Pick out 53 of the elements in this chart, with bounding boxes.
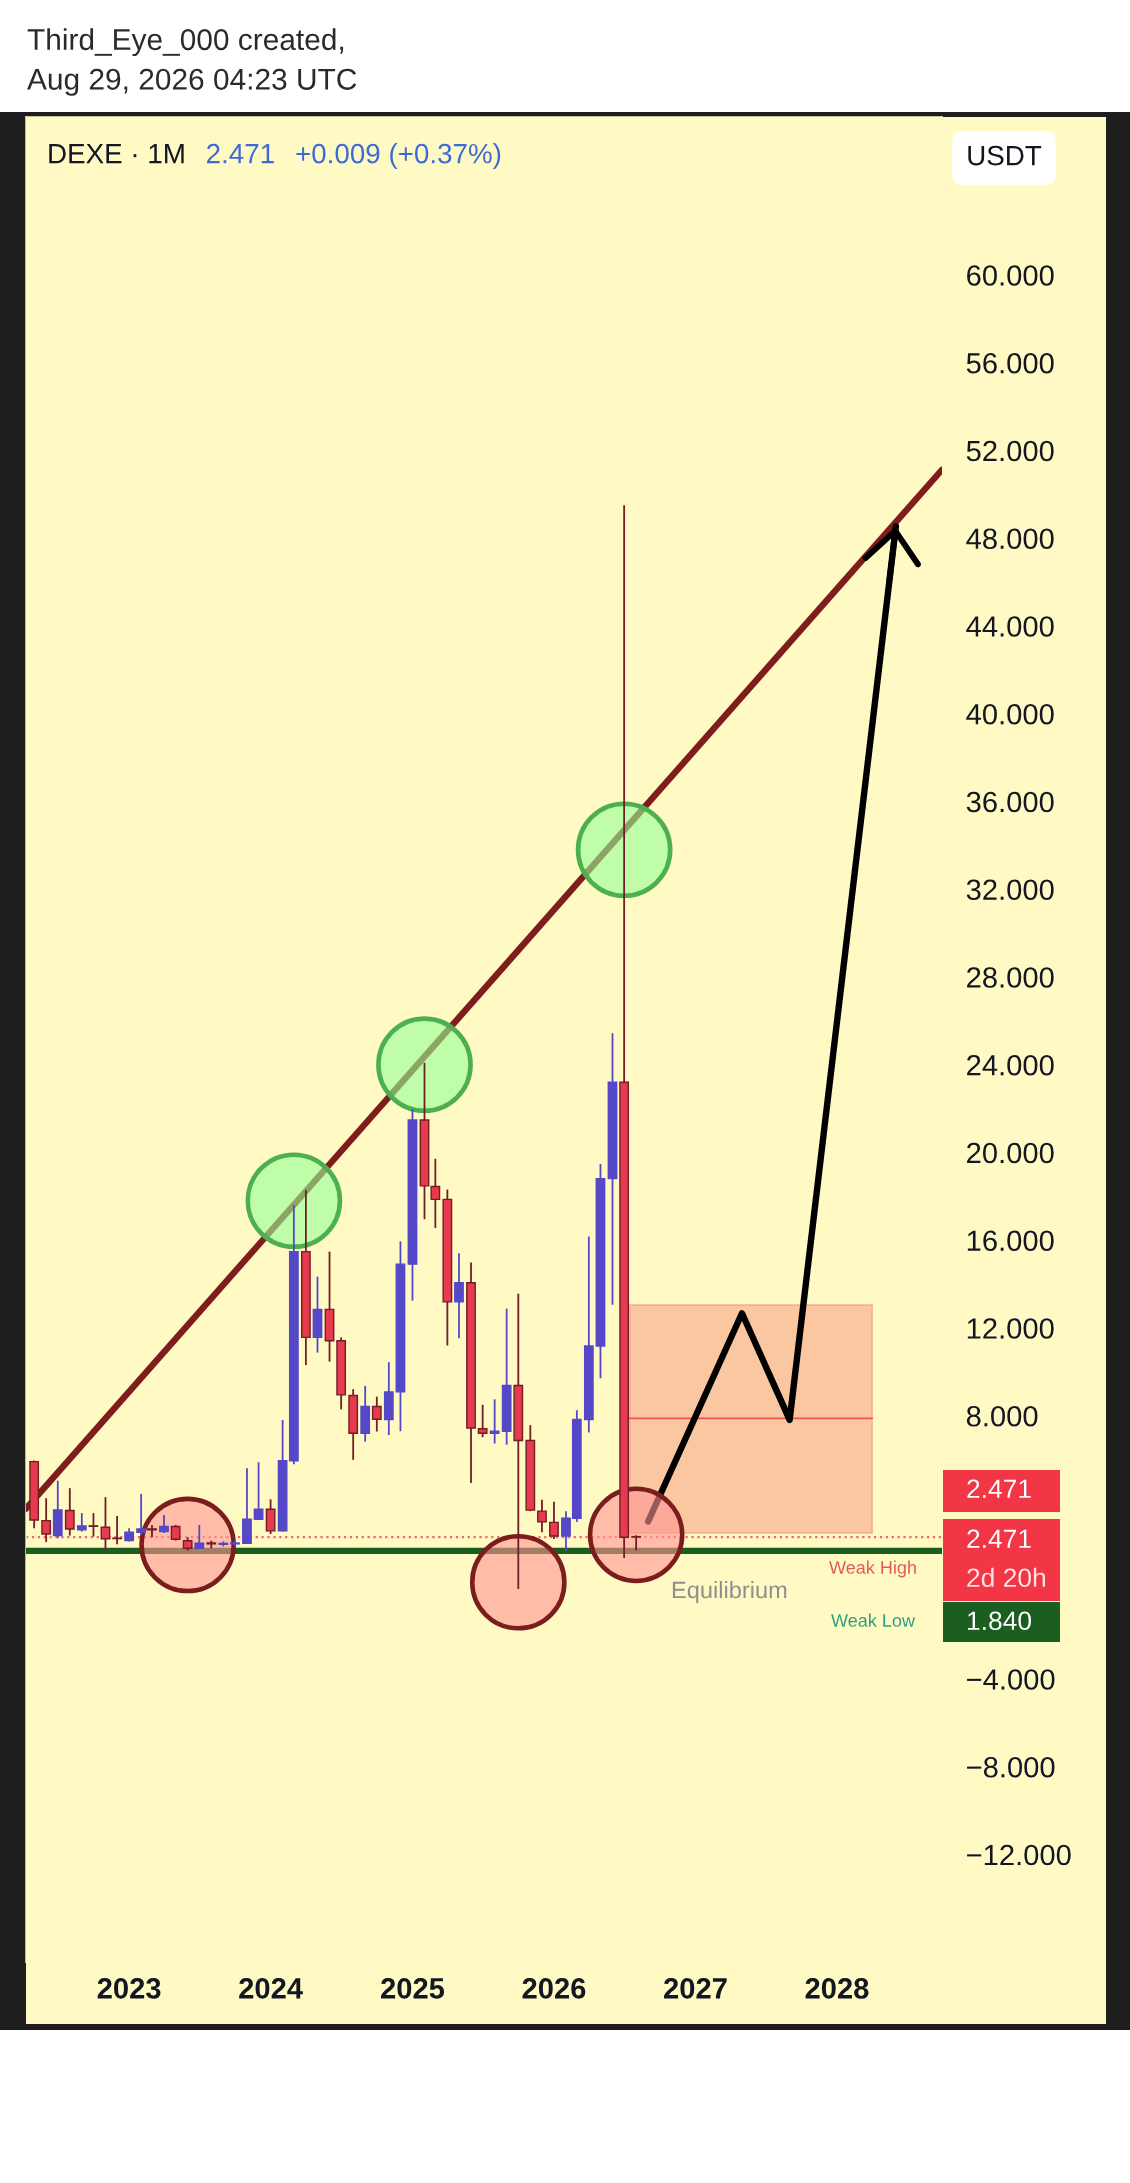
candlestick <box>159 1513 169 1535</box>
y-tick-label: 12.000 <box>967 1318 1054 1339</box>
candlestick <box>489 1398 500 1445</box>
text: DEXE · 1M <box>49 144 184 164</box>
annotation: 2.471 <box>207 143 274 164</box>
candlestick <box>631 1534 642 1552</box>
y-tick-label: 32.000 <box>966 879 1054 901</box>
text: 2d 20h <box>967 1567 1045 1588</box>
candlestick <box>265 1498 276 1535</box>
candlestick <box>371 1395 382 1433</box>
x-tick-label: 2023 <box>97 1978 161 1999</box>
candlestick <box>76 1512 87 1533</box>
annotation: Weak High <box>829 1560 916 1578</box>
candlestick <box>136 1492 147 1536</box>
x-tick-label: 2025 <box>381 1978 445 1999</box>
candlestick <box>454 1252 464 1340</box>
ref-line-label: 2.471 <box>967 1529 1031 1548</box>
ref-line-label: 1.840 <box>968 1611 1031 1631</box>
y-tick-label: 52.000 <box>966 440 1054 462</box>
y-tick-label: −8.000 <box>967 1756 1055 1778</box>
candlestick <box>477 1403 488 1439</box>
point <box>469 1533 567 1631</box>
point <box>376 1016 473 1114</box>
x-tick-label: 2027 <box>664 1978 727 1999</box>
x-tick-label: 2028 <box>805 1978 869 1999</box>
y-tick-label: 24.000 <box>967 1054 1054 1076</box>
chart-title: Third_Eye_000 created, Aug 29, 2026 04:23 UTC <box>27 28 357 96</box>
candlestick <box>242 1467 252 1545</box>
y-axis-title: USDT <box>968 145 1042 166</box>
y-tick-label: 8.000 <box>966 1405 1038 1427</box>
y-tick-label: 44.000 <box>966 616 1054 637</box>
y-tick-label: 28.000 <box>967 967 1054 988</box>
y-tick-label: 20.000 <box>967 1142 1054 1164</box>
y-tick-label: 36.000 <box>966 791 1054 813</box>
x-tick-label: 2026 <box>522 1978 586 1999</box>
point <box>245 1152 343 1250</box>
y-tick-label: 60.000 <box>967 265 1054 286</box>
y-tick-label: 40.000 <box>966 703 1054 725</box>
y-tick-label: 16.000 <box>967 1230 1054 1252</box>
text: 2.471 <box>967 1479 1031 1498</box>
annotation: Weak Low <box>831 1613 916 1627</box>
y-tick-label: −4.000 <box>967 1669 1055 1690</box>
y-tick-label: 48.000 <box>966 528 1054 550</box>
y-tick-label: −12.000 <box>967 1844 1071 1866</box>
candlestick <box>64 1487 75 1537</box>
candlestick <box>537 1498 547 1534</box>
x-tick-label: 2024 <box>239 1978 303 1999</box>
annotation: +0.009 (+0.37%) <box>296 143 501 169</box>
y-tick-label: 56.000 <box>966 352 1054 374</box>
annotation: Equilibrium <box>672 1580 787 1604</box>
candlestick <box>194 1524 205 1550</box>
point <box>139 1496 236 1594</box>
point <box>575 801 673 899</box>
